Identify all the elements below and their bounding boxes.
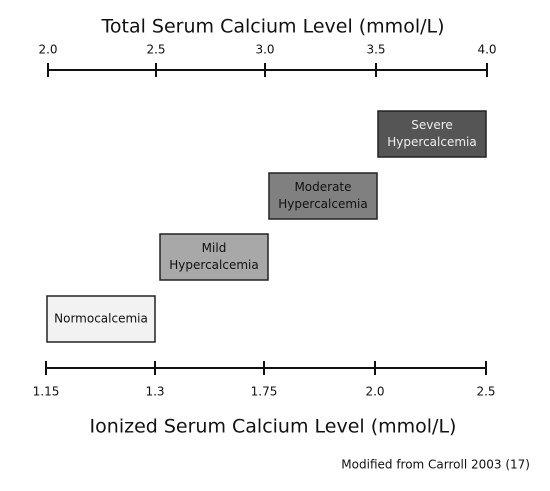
- box-label: Moderate: [294, 180, 351, 194]
- bottom-tick-label: 2.5: [476, 385, 495, 399]
- bottom-tick-label: 2.0: [365, 385, 384, 399]
- bottom-tick-label: 1.75: [251, 385, 278, 399]
- bottom-tick-label: 1.3: [145, 385, 164, 399]
- bottom-tick-label: 1.15: [33, 385, 60, 399]
- caption: Modified from Carroll 2003 (17): [341, 458, 530, 472]
- top-tick-label: 3.5: [366, 43, 385, 57]
- box-label: Hypercalcemia: [387, 135, 476, 149]
- top-tick-label: 2.0: [38, 43, 57, 57]
- box-label: Hypercalcemia: [169, 258, 258, 272]
- top-axis-title: Total Serum Calcium Level (mmol/L): [101, 16, 445, 38]
- top-tick-label: 3.0: [255, 43, 274, 57]
- box-label: Mild: [202, 241, 227, 255]
- top-tick-label: 2.5: [146, 43, 165, 57]
- top-tick-label: 4.0: [477, 43, 496, 57]
- box-label: Hypercalcemia: [278, 197, 367, 211]
- range-box: [46, 295, 156, 343]
- range-box: [377, 110, 487, 158]
- box-label: Normocalcemia: [54, 312, 148, 326]
- box-label: Severe: [411, 118, 453, 132]
- range-box: [159, 233, 269, 281]
- bottom-axis-title: Ionized Serum Calcium Level (mmol/L): [90, 416, 457, 438]
- range-box: [268, 172, 378, 220]
